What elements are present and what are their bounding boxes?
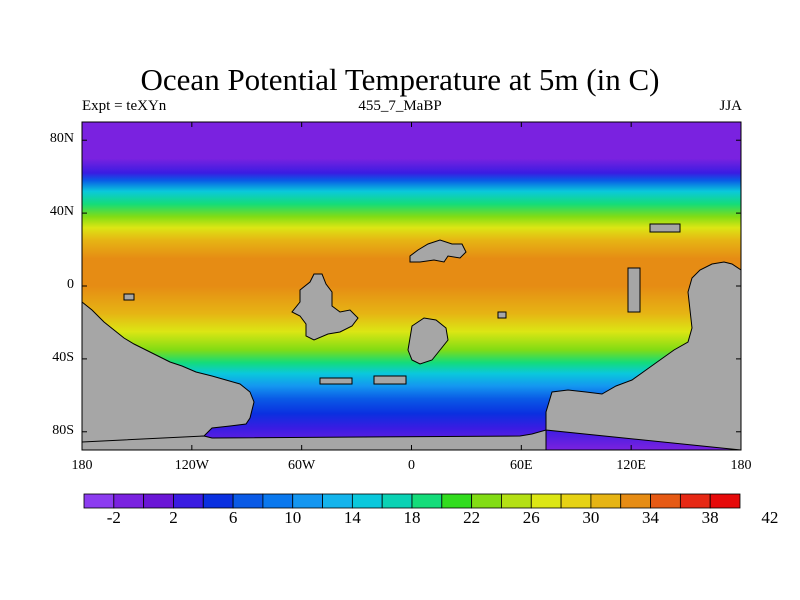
- colorbar-box: [113, 493, 145, 509]
- colorbar-box: [292, 493, 323, 509]
- colorbar-box: [501, 493, 532, 509]
- y-tick-label: 40N: [49, 204, 74, 220]
- colorbar-box: [530, 493, 562, 509]
- land-north-strip: [409, 239, 467, 263]
- colorbar-label: 6: [228, 508, 238, 527]
- y-tick-label: 0: [67, 277, 74, 292]
- colorbar-box: [83, 493, 115, 509]
- y-tick-label: 80S: [52, 422, 74, 438]
- colorbar-box: [173, 493, 204, 509]
- colorbar-box: [322, 493, 353, 509]
- colorbar-box: [560, 493, 592, 509]
- land-island-3: [627, 267, 641, 313]
- x-tick-label: 180: [730, 458, 752, 473]
- x-tick-label: 0: [408, 458, 415, 473]
- colorbar-label: 38: [701, 508, 719, 527]
- colorbar-box: [351, 493, 383, 509]
- colorbar-box: [381, 493, 413, 509]
- y-tick-label: 80N: [49, 131, 74, 147]
- land-island-2: [373, 375, 407, 385]
- experiment-label: Expt = teXYn: [82, 98, 167, 114]
- land-island-4: [649, 223, 681, 233]
- colorbar-box: [679, 493, 711, 509]
- season-label: JJA: [719, 98, 742, 114]
- land-antarctica: [82, 429, 547, 450]
- colorbar-label: 2: [169, 508, 178, 527]
- plot-title: Ocean Potential Temperature at 5m (in C): [140, 62, 660, 97]
- colorbar-label: -2: [106, 508, 121, 527]
- x-tick-label: 60W: [288, 458, 316, 473]
- land-central-east: [407, 317, 449, 365]
- colorbar-label: 34: [642, 508, 660, 527]
- colorbar-box: [202, 493, 234, 509]
- x-tick-label: 180: [71, 458, 93, 473]
- colorbar-label: 14: [343, 508, 361, 527]
- colorbar-box: [471, 493, 502, 509]
- x-tick-label: 120E: [616, 458, 646, 473]
- land-central-west: [291, 273, 359, 341]
- colorbar-box: [709, 493, 741, 509]
- x-tick-label: 120W: [174, 458, 209, 473]
- colorbar-box: [590, 493, 622, 509]
- x-tick-label: 60E: [510, 458, 533, 473]
- colorbar-box: [441, 493, 473, 509]
- land-island-5: [123, 293, 135, 301]
- land-east: [545, 261, 741, 450]
- colorbar-box: [411, 493, 443, 509]
- colorbar-box: [620, 493, 651, 509]
- time-label: 455_7_MaBP: [358, 98, 442, 114]
- axis-ticks: [81, 122, 742, 450]
- colorbar-box: [650, 493, 681, 509]
- y-tick-label: 40S: [52, 349, 74, 365]
- colorbar-label: 26: [522, 508, 540, 527]
- land-island-1: [319, 377, 353, 385]
- colorbar-box: [232, 493, 264, 509]
- land-americas: [82, 301, 255, 450]
- colorbar-box: [143, 493, 174, 509]
- colorbar-label: 30: [582, 508, 600, 527]
- colorbar-label: 22: [463, 508, 481, 527]
- colorbar-label: 42: [761, 508, 779, 527]
- colorbar-label: 18: [403, 508, 421, 527]
- colorbar-box: [262, 493, 294, 509]
- colorbar-label: 10: [284, 508, 302, 527]
- land-island-6: [497, 311, 507, 319]
